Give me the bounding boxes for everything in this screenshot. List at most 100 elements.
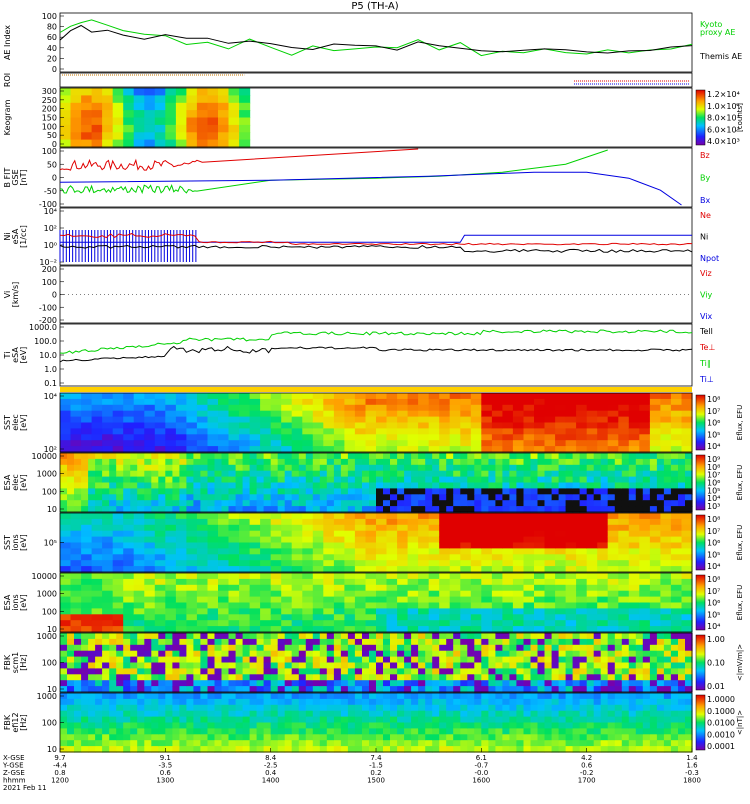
spectrogram-cell — [91, 554, 103, 561]
spectrogram-cell — [154, 578, 166, 586]
spectrogram-cell — [214, 656, 223, 664]
spectrogram-cell — [67, 710, 75, 718]
spectrogram-cell — [439, 704, 447, 712]
spectrogram-cell — [551, 716, 560, 724]
spectrogram-cell — [221, 638, 230, 646]
spectrogram-cell — [172, 464, 180, 472]
spectrogram-cell — [614, 662, 623, 669]
x-tick-label: 8.4 — [265, 754, 277, 762]
spectrogram-cell — [516, 740, 524, 747]
spectrogram-cell — [91, 542, 103, 549]
spectrogram-cell — [467, 693, 475, 700]
spectrogram-cell — [407, 573, 419, 580]
spectrogram-cell — [70, 548, 82, 555]
spectrogram-cell — [116, 656, 124, 664]
spectrogram-cell — [123, 740, 131, 747]
spectrogram-cell — [586, 524, 598, 532]
spectrogram-cell — [467, 662, 475, 669]
spectrogram-cell — [397, 440, 409, 447]
spectrogram-cell — [428, 422, 440, 429]
spectrogram-cell — [481, 464, 489, 472]
spectrogram-cell — [196, 560, 208, 567]
spectrogram-cell — [685, 740, 693, 747]
spectrogram-cell — [460, 674, 468, 681]
spectrogram-cell — [263, 500, 272, 507]
spectrogram-cell — [242, 638, 251, 646]
spectrogram-cell — [144, 488, 152, 495]
spectrogram-cell — [319, 680, 328, 687]
spectrogram-cell — [621, 500, 630, 507]
spectrogram-cell — [481, 513, 493, 520]
spectrogram-cell — [460, 740, 468, 747]
spectrogram-cell — [270, 518, 282, 526]
spectrogram-cell — [319, 722, 328, 729]
spectrogram-cell — [116, 494, 124, 501]
spectrogram-cell — [305, 488, 314, 495]
spectrogram-cell — [481, 453, 489, 460]
spectrogram-cell — [256, 656, 265, 664]
x-tick-label: 1400 — [262, 777, 280, 785]
spectrogram-cell — [474, 650, 482, 658]
spectrogram-cell — [165, 488, 173, 495]
spectrogram-cell — [502, 650, 510, 658]
spectrogram-cell — [681, 518, 693, 526]
spectrogram-cell — [397, 476, 405, 484]
spectrogram-cell — [397, 500, 405, 507]
spectrogram-cell — [277, 740, 286, 747]
spectrogram-cell — [249, 656, 258, 664]
spectrogram-cell — [91, 608, 103, 615]
spectrogram-cell — [404, 674, 412, 681]
spectrogram-cell — [621, 662, 630, 669]
spectrogram-cell — [130, 693, 138, 700]
spectrogram-cell — [221, 698, 230, 706]
spectrogram-cell — [386, 614, 398, 621]
spectrogram-cell — [74, 500, 82, 507]
spectrogram-cell — [681, 398, 693, 406]
spectrogram-cell — [207, 88, 219, 96]
spectrogram-cell — [221, 710, 230, 718]
spectrogram-cell — [439, 434, 451, 441]
spectrogram-cell — [270, 590, 282, 598]
spectrogram-cell — [670, 614, 682, 621]
spectrogram-cell — [196, 102, 208, 111]
spectrogram-cell — [291, 746, 300, 753]
spectrogram-cell — [102, 590, 114, 598]
spectrogram-cell — [312, 650, 321, 658]
spectrogram-cell — [425, 638, 433, 646]
spectrogram-cell — [621, 734, 630, 741]
spectrogram-cell — [260, 573, 272, 580]
spectrogram-cell — [544, 518, 556, 526]
spectrogram-cell — [354, 506, 363, 513]
spectrogram-cell — [228, 464, 237, 472]
spectrogram-cell — [298, 674, 307, 681]
spectrogram-cell — [512, 614, 524, 621]
spectrogram-cell — [411, 500, 419, 507]
spectrogram-cell — [214, 668, 223, 675]
spectrogram-cell — [390, 506, 398, 513]
spectrogram-cell — [597, 548, 609, 555]
spectrogram-cell — [221, 686, 230, 693]
spectrogram-cell — [593, 674, 602, 681]
spectrogram-cell — [628, 734, 637, 741]
spectrogram-cell — [91, 404, 103, 412]
spectrogram-cell — [207, 554, 219, 561]
spectrogram-cell — [319, 453, 328, 460]
spectrogram-cell — [555, 548, 567, 555]
spectrogram-cell — [354, 674, 363, 681]
spectrogram-cell — [635, 644, 644, 652]
spectrogram-cell — [281, 513, 293, 520]
spectrogram-cell — [390, 668, 398, 675]
spectrogram-cell — [354, 578, 366, 586]
spectrogram-cell — [481, 554, 493, 561]
spectrogram-cell — [565, 740, 574, 747]
y-tick-label: 100 — [42, 12, 57, 21]
spectrogram-cell — [249, 476, 258, 484]
spectrogram-cell — [460, 494, 468, 501]
spectrogram-cell — [670, 573, 682, 580]
spectrogram-cell — [628, 716, 637, 724]
spectrogram-cell — [362, 710, 370, 718]
spectrogram-cell — [228, 602, 240, 609]
spectrogram-cell — [565, 633, 574, 640]
spectrogram-cell — [639, 548, 651, 555]
spectrogram-cell — [165, 422, 177, 429]
